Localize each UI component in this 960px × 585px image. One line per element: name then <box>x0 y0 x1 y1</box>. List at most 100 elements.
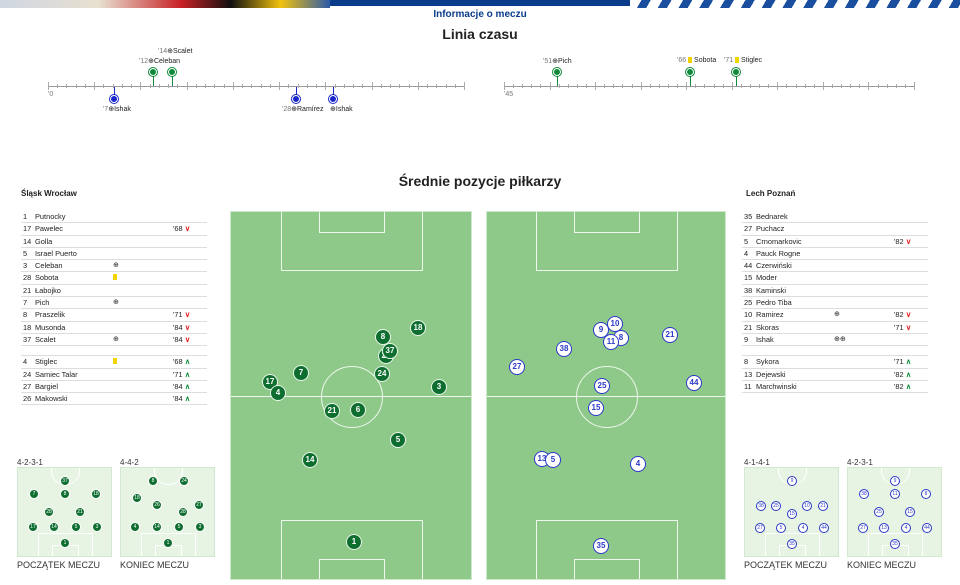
player-row[interactable]: 37 Scalet ⊕ '84 ∨ <box>21 334 207 347</box>
player-row[interactable]: 14 Golla <box>21 236 207 248</box>
player-row[interactable]: 15 Moder <box>742 272 928 285</box>
timeline-tick <box>371 82 373 90</box>
formation-player-marker: 5 <box>776 523 786 533</box>
timeline-tick <box>558 84 560 88</box>
player-position-marker[interactable]: 24 <box>374 366 390 382</box>
player-row[interactable]: 25 Pedro Tiba <box>742 297 928 310</box>
player-position-marker[interactable]: 9 <box>593 322 609 338</box>
formation-player-marker: 35 <box>890 539 900 549</box>
player-number: 5 <box>744 236 749 246</box>
player-position-marker[interactable]: 37 <box>382 343 398 359</box>
player-position-marker[interactable]: 15 <box>588 400 604 416</box>
player-row[interactable]: 38 Kaminski <box>742 285 928 298</box>
player-position-marker[interactable]: 4 <box>630 456 646 472</box>
timeline-tick <box>205 84 207 88</box>
player-position-marker[interactable]: 44 <box>686 375 702 391</box>
formation-player-marker: 9 <box>787 476 797 486</box>
timeline-tick <box>850 84 852 88</box>
timeline-tick <box>759 84 761 88</box>
player-position-marker[interactable]: 7 <box>293 365 309 381</box>
player-position-marker[interactable]: 27 <box>509 359 525 375</box>
formation-player-marker: 14 <box>49 522 59 532</box>
formation-player-marker: 35 <box>787 539 797 549</box>
player-name: Samiec Talar <box>35 369 78 379</box>
player-row[interactable]: 3 Celeban ⊕ <box>21 260 207 273</box>
player-row[interactable]: 5 Israel Puerto <box>21 248 207 261</box>
timeline-tick <box>895 84 897 88</box>
player-number: 8 <box>23 310 28 320</box>
player-position-marker[interactable]: 3 <box>431 379 447 395</box>
player-position-marker[interactable]: 11 <box>603 334 619 350</box>
timeline-tick <box>390 84 392 88</box>
player-row[interactable]: 11 Marchwinski '82 ∧ <box>742 381 928 394</box>
player-row[interactable]: 4 Stiglec '68 ∧ <box>21 356 207 369</box>
player-position-marker[interactable]: 14 <box>302 452 318 468</box>
event-celeban-pin[interactable] <box>149 68 157 76</box>
player-position-marker[interactable]: 21 <box>324 403 340 419</box>
player-row[interactable]: 17 Pawelec '68 ∨ <box>21 223 207 236</box>
player-row[interactable]: 5 Crnomarkovic '82 ∨ <box>742 236 928 248</box>
player-row[interactable]: 21 Łabojko <box>21 285 207 298</box>
timeline-tick <box>417 82 419 90</box>
player-name: Puchacz <box>756 224 785 234</box>
player-position-marker[interactable]: 25 <box>594 378 610 394</box>
event-ramirez-pin[interactable] <box>292 95 300 103</box>
player-position-marker[interactable]: 5 <box>545 452 561 468</box>
player-position-marker[interactable]: 38 <box>556 341 572 357</box>
player-row[interactable]: 27 Puchacz <box>742 223 928 236</box>
player-row[interactable]: 9 Ishak ⊕⊕ <box>742 334 928 347</box>
formation-player-marker: 38 <box>859 489 869 499</box>
event-ishak-pin[interactable] <box>110 95 118 103</box>
player-position-marker[interactable]: 8 <box>375 329 391 345</box>
goal-icon: ⊕ <box>113 262 119 270</box>
sub-off-indicator: '68 ∨ <box>173 224 191 234</box>
player-row[interactable]: 18 Musonda '84 ∨ <box>21 322 207 334</box>
player-row[interactable]: 35 Bednarek <box>742 211 928 224</box>
event-sobota-pin[interactable] <box>686 68 694 76</box>
player-row[interactable]: 21 Skoras '71 ∨ <box>742 322 928 334</box>
event-pich-pin[interactable] <box>553 68 561 76</box>
timeline-tick <box>586 84 587 88</box>
player-position-marker[interactable]: 1 <box>346 534 362 550</box>
player-position-marker[interactable]: 6 <box>350 402 366 418</box>
player-row[interactable]: 1 Putnocky <box>21 211 207 224</box>
sub-off-indicator: '71 ∨ <box>894 322 912 332</box>
player-row[interactable]: 26 Makowski '84 ∧ <box>21 393 207 406</box>
player-row[interactable]: 13 Dejewski '82 ∧ <box>742 369 928 381</box>
player-position-marker[interactable]: 21 <box>662 327 678 343</box>
player-name: Ishak <box>756 334 774 344</box>
timeline-tick <box>813 84 815 88</box>
player-row[interactable]: 7 Pich ⊕ <box>21 297 207 310</box>
match-info-link[interactable]: Informacje o meczu <box>433 9 527 20</box>
player-position-marker[interactable]: 5 <box>390 432 406 448</box>
timeline-tick <box>325 82 327 90</box>
player-row[interactable]: 8 Praszelik '71 ∨ <box>21 309 207 322</box>
player-row[interactable]: 28 Sobota <box>21 272 207 285</box>
player-row[interactable]: 10 Ramirez ⊕ '82 ∨ <box>742 309 928 322</box>
player-name: Putnocky <box>35 212 66 221</box>
player-row[interactable]: 24 Samiec Talar '71 ∧ <box>21 369 207 381</box>
timeline-tick <box>445 84 447 88</box>
player-position-marker[interactable]: 10 <box>607 316 623 332</box>
sub-on-indicator: '82 ∧ <box>894 381 912 391</box>
timeline-tick <box>343 84 345 88</box>
event-stiglec-pin[interactable] <box>732 68 740 76</box>
player-row[interactable]: 4 Pauck Rogne <box>742 248 928 261</box>
player-position-marker[interactable]: 18 <box>410 320 426 336</box>
player-position-marker[interactable]: 35 <box>593 538 609 554</box>
player-row[interactable]: 27 Bargiel '84 ∧ <box>21 381 207 394</box>
timeline-tick <box>380 84 382 88</box>
player-row[interactable]: 44 Czerwiński <box>742 260 928 273</box>
timeline-second-half <box>504 86 914 87</box>
timeline-tick <box>868 82 870 90</box>
event-scalet-pin[interactable] <box>168 68 176 76</box>
home-formation-start: 4-2-3-1 <box>17 458 43 467</box>
player-row[interactable]: 8 Sykora '71 ∧ <box>742 356 928 369</box>
formation-player-marker: 28 <box>44 507 54 517</box>
formation-player-marker: 15 <box>787 509 797 519</box>
player-number: 8 <box>744 357 749 367</box>
event-ishak2-pin[interactable] <box>329 95 337 103</box>
player-number: 11 <box>744 381 752 391</box>
sub-off-indicator: '82 ∨ <box>894 310 912 320</box>
player-position-marker[interactable]: 4 <box>270 385 286 401</box>
